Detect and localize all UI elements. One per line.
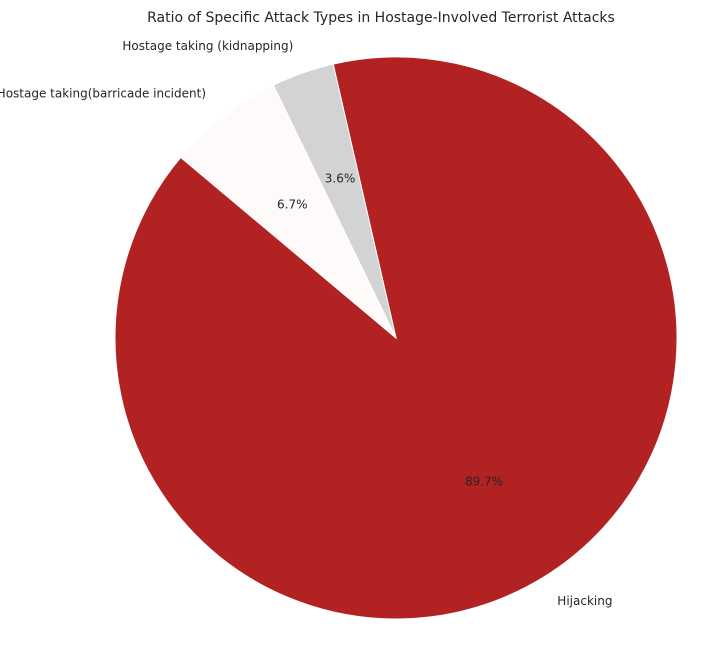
slices-layer bbox=[114, 56, 678, 620]
labels-layer: Hijacking 89.7% Hostage taking (kidnapping… bbox=[0, 39, 612, 608]
pie-slice-hostage-taking-barricade-incident bbox=[180, 84, 397, 339]
slice-label-hijacking: Hijacking bbox=[557, 594, 612, 608]
slice-percent-hostage-taking-barricade-incident: 6.7% bbox=[277, 198, 308, 212]
slice-percent-hostage-taking-kidnapping: 3.6% bbox=[325, 172, 356, 186]
slice-percent-hijacking: 89.7% bbox=[465, 474, 503, 488]
slice-label-hostage-taking-kidnapping: Hostage taking (kidnapping) bbox=[122, 39, 293, 53]
chart-title: Ratio of Specific Attack Types in Hostag… bbox=[147, 10, 615, 26]
slice-label-hostage-taking-barricade-incident: Hostage taking(barricade incident) bbox=[0, 87, 206, 101]
